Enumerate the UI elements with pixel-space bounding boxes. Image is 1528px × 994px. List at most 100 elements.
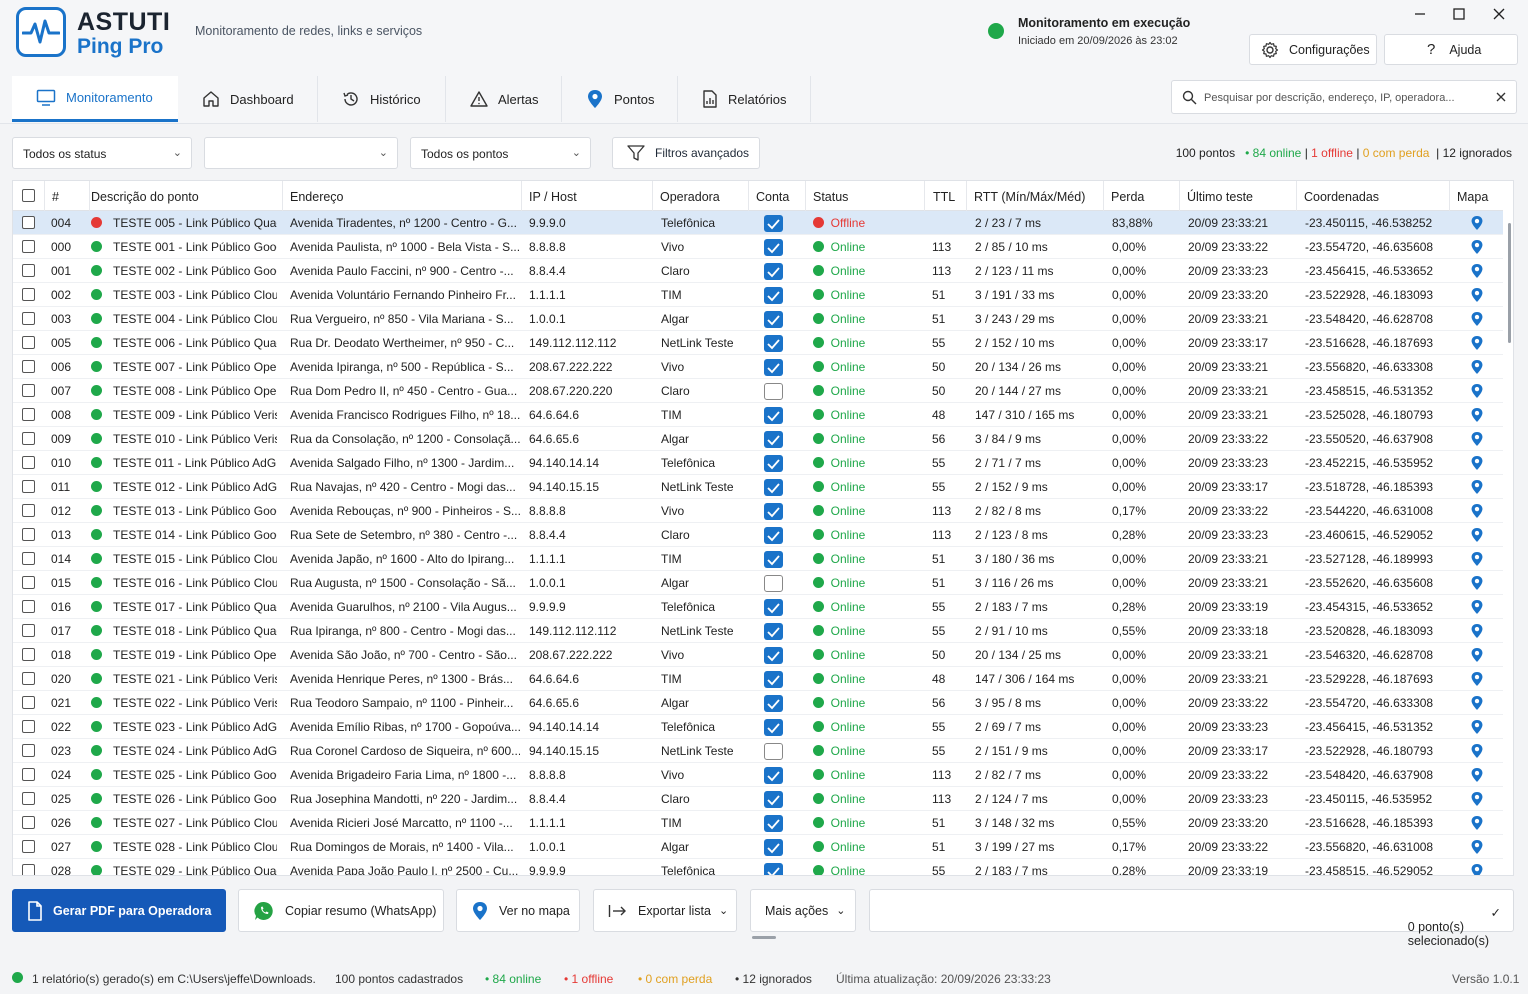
table-row[interactable]: 016 TESTE 017 - Link Público Quad9 Avenida… <box>13 595 1503 619</box>
conta-checkbox[interactable] <box>764 671 783 688</box>
row-checkbox[interactable] <box>22 528 35 541</box>
row-checkbox[interactable] <box>22 432 35 445</box>
row-checkbox[interactable] <box>22 600 35 613</box>
row-checkbox[interactable] <box>22 504 35 517</box>
row-checkbox[interactable] <box>22 240 35 253</box>
map-pin-icon[interactable] <box>1470 263 1484 282</box>
conta-checkbox[interactable] <box>764 287 783 304</box>
conta-checkbox[interactable] <box>764 215 783 232</box>
row-checkbox[interactable] <box>22 792 35 805</box>
select-all-checkbox[interactable] <box>22 189 35 202</box>
row-checkbox[interactable] <box>22 336 35 349</box>
conta-checkbox[interactable] <box>764 767 783 784</box>
conta-checkbox[interactable] <box>764 815 783 832</box>
map-pin-icon[interactable] <box>1470 287 1484 306</box>
conta-checkbox[interactable] <box>764 719 783 736</box>
map-pin-icon[interactable] <box>1470 215 1484 234</box>
generate-pdf-button[interactable]: Gerar PDF para Operadora <box>12 889 226 932</box>
map-pin-icon[interactable] <box>1470 335 1484 354</box>
row-checkbox[interactable] <box>22 288 35 301</box>
conta-checkbox[interactable] <box>764 503 783 520</box>
table-row[interactable]: 009 TESTE 010 - Link Público Verisign Rua … <box>13 427 1503 451</box>
row-checkbox[interactable] <box>22 840 35 853</box>
conta-checkbox[interactable] <box>764 455 783 472</box>
row-checkbox[interactable] <box>22 672 35 685</box>
map-pin-icon[interactable] <box>1470 551 1484 570</box>
close-icon[interactable] <box>1489 4 1509 24</box>
map-pin-icon[interactable] <box>1470 431 1484 450</box>
conta-checkbox[interactable] <box>764 335 783 352</box>
map-pin-icon[interactable] <box>1470 623 1484 642</box>
column-header[interactable]: Mapa <box>1457 190 1489 204</box>
row-checkbox[interactable] <box>22 552 35 565</box>
status-filter-select[interactable]: Todos os status ⌄ <box>12 137 192 169</box>
column-header[interactable]: TTL <box>925 181 967 211</box>
conta-checkbox[interactable] <box>764 383 783 400</box>
row-checkbox[interactable] <box>22 744 35 757</box>
table-row[interactable]: 007 TESTE 008 - Link Público OpenDNS Rua D… <box>13 379 1503 403</box>
map-pin-icon[interactable] <box>1470 863 1484 875</box>
table-row[interactable]: 020 TESTE 021 - Link Público Verisign Aven… <box>13 667 1503 691</box>
row-checkbox[interactable] <box>22 360 35 373</box>
table-row[interactable]: 000 TESTE 001 - Link Público Google Avenid… <box>13 235 1503 259</box>
conta-checkbox[interactable] <box>764 311 783 328</box>
tab-pontos[interactable]: Pontos <box>562 76 678 122</box>
map-pin-icon[interactable] <box>1470 311 1484 330</box>
row-checkbox[interactable] <box>22 216 35 229</box>
conta-checkbox[interactable] <box>764 863 783 875</box>
table-scrollbar[interactable] <box>1508 223 1511 343</box>
row-checkbox[interactable] <box>22 816 35 829</box>
map-pin-icon[interactable] <box>1470 599 1484 618</box>
row-checkbox[interactable] <box>22 768 35 781</box>
table-row[interactable]: 012 TESTE 013 - Link Público Google Avenid… <box>13 499 1503 523</box>
row-checkbox[interactable] <box>22 264 35 277</box>
resize-grip[interactable] <box>752 936 776 939</box>
table-row[interactable]: 005 TESTE 006 - Link Público Quad9 Rua Dr.… <box>13 331 1503 355</box>
map-pin-icon[interactable] <box>1470 479 1484 498</box>
map-pin-icon[interactable] <box>1470 791 1484 810</box>
row-checkbox[interactable] <box>22 456 35 469</box>
table-row[interactable]: 002 TESTE 003 - Link Público Cloudflare Av… <box>13 283 1503 307</box>
more-actions-button[interactable]: Mais ações ⌄ <box>750 889 856 932</box>
advanced-filters-button[interactable]: Filtros avançados <box>612 137 760 169</box>
table-row[interactable]: 026 TESTE 027 - Link Público Cloudflare Av… <box>13 811 1503 835</box>
column-header[interactable]: Perda <box>1104 181 1180 211</box>
column-header[interactable]: Status <box>806 181 925 211</box>
table-row[interactable]: 025 TESTE 026 - Link Público Google Rua Jo… <box>13 787 1503 811</box>
table-row[interactable]: 013 TESTE 014 - Link Público Google Rua Se… <box>13 523 1503 547</box>
conta-checkbox[interactable] <box>764 479 783 496</box>
column-header[interactable]: Operadora <box>653 181 749 211</box>
help-button[interactable]: ? Ajuda <box>1384 34 1518 65</box>
table-row[interactable]: 027 TESTE 028 - Link Público Cloudflare Ru… <box>13 835 1503 859</box>
map-pin-icon[interactable] <box>1470 647 1484 666</box>
column-header[interactable]: IP / Host <box>522 181 653 211</box>
map-pin-icon[interactable] <box>1470 695 1484 714</box>
minimize-icon[interactable] <box>1410 4 1430 24</box>
row-checkbox[interactable] <box>22 384 35 397</box>
column-header[interactable]: Descrição do ponto <box>83 181 283 211</box>
search-input[interactable]: Pesquisar por descrição, endereço, IP, o… <box>1204 92 1455 104</box>
table-row[interactable]: 017 TESTE 018 - Link Público Quad9 Rua Ipi… <box>13 619 1503 643</box>
map-pin-icon[interactable] <box>1470 743 1484 762</box>
map-pin-icon[interactable] <box>1470 455 1484 474</box>
conta-checkbox[interactable] <box>764 743 783 760</box>
row-checkbox[interactable] <box>22 480 35 493</box>
search-box[interactable]: Pesquisar por descrição, endereço, IP, o… <box>1171 80 1517 114</box>
table-row[interactable]: 028 TESTE 029 - Link Público Quad9 Avenida… <box>13 859 1503 875</box>
row-checkbox[interactable] <box>22 576 35 589</box>
conta-checkbox[interactable] <box>764 695 783 712</box>
map-pin-icon[interactable] <box>1470 767 1484 786</box>
tab-historico[interactable]: Histórico <box>318 76 446 122</box>
map-pin-icon[interactable] <box>1470 359 1484 378</box>
maximize-icon[interactable] <box>1449 4 1469 24</box>
conta-checkbox[interactable] <box>764 599 783 616</box>
table-row[interactable]: 008 TESTE 009 - Link Público Verisign Aven… <box>13 403 1503 427</box>
points-filter-select[interactable]: Todos os pontos ⌄ <box>410 137 591 169</box>
conta-checkbox[interactable] <box>764 575 783 592</box>
clear-search-icon[interactable] <box>1496 92 1506 102</box>
tab-relatorios[interactable]: Relatórios <box>678 76 811 122</box>
conta-checkbox[interactable] <box>764 359 783 376</box>
tab-alertas[interactable]: Alertas <box>446 76 562 122</box>
conta-checkbox[interactable] <box>764 551 783 568</box>
table-row[interactable]: 011 TESTE 012 - Link Público AdGuard Rua N… <box>13 475 1503 499</box>
